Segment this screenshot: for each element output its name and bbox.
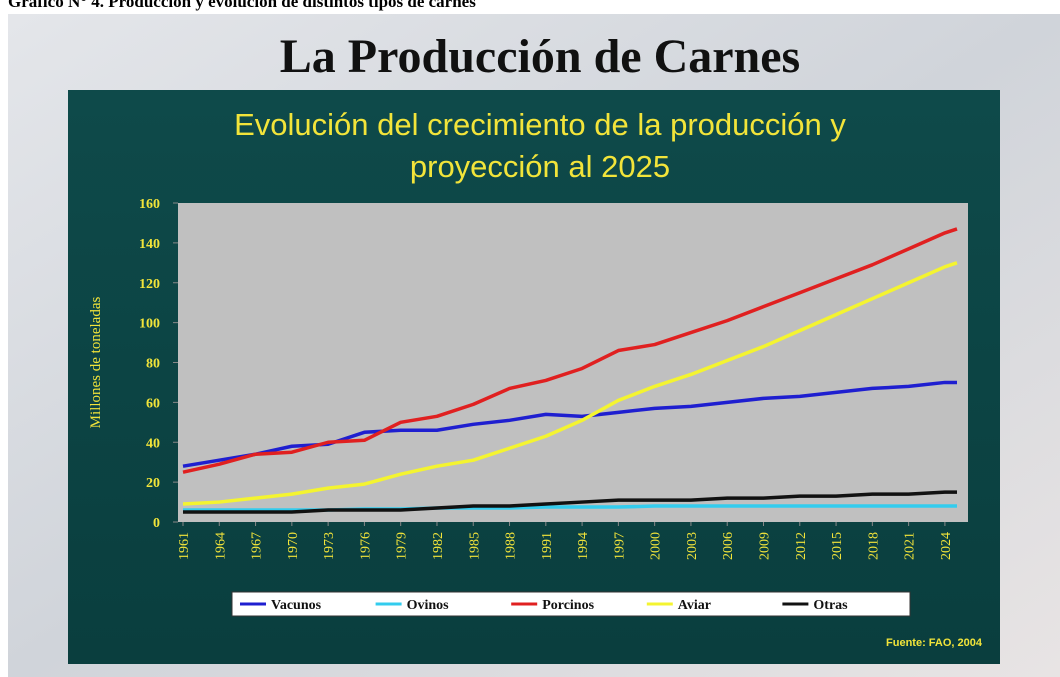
x-tick-label: 1976: [358, 532, 373, 560]
series-line: [182, 227, 958, 474]
x-tick-label: 2024: [939, 532, 954, 560]
legend-label: Otras: [813, 598, 848, 613]
y-tick-label: 60: [146, 396, 160, 411]
x-tick-label: 1970: [286, 532, 301, 560]
x-tick-label: 1982: [431, 532, 446, 560]
legend-label: Ovinos: [407, 598, 450, 613]
caption: Gráfico N° 4. Producción y evolución de …: [8, 0, 476, 11]
legend-label: Vacunos: [271, 598, 322, 613]
y-tick-label: 160: [139, 197, 160, 212]
y-tick-label: 120: [139, 277, 160, 292]
chart-title: proyección al 2025: [410, 149, 670, 184]
chart: Evolución del crecimiento de la producci…: [88, 107, 983, 649]
x-tick-label: 1967: [250, 532, 265, 560]
chart-title: Evolución del crecimiento de la producci…: [234, 107, 846, 142]
series-line: [182, 261, 958, 506]
y-axis-label: Millones de toneladas: [88, 297, 104, 429]
x-tick-label: 2021: [903, 532, 918, 560]
y-tick-label: 0: [153, 516, 160, 531]
plot-area: [178, 203, 968, 522]
x-tick-label: 2009: [758, 532, 773, 560]
y-tick-label: 140: [139, 237, 160, 252]
y-tick-label: 40: [146, 436, 160, 451]
x-tick-label: 1961: [177, 532, 192, 560]
slide-title: La Producción de Carnes: [280, 30, 800, 83]
y-tick-label: 80: [146, 357, 160, 372]
y-tick-label: 100: [139, 317, 160, 332]
x-tick-label: 1973: [322, 532, 337, 560]
x-tick-label: 2018: [866, 532, 881, 560]
x-tick-label: 2015: [830, 532, 845, 560]
x-tick-label: 2003: [685, 532, 700, 560]
legend-label: Porcinos: [542, 598, 594, 613]
x-tick-label: 2006: [721, 532, 736, 560]
x-tick-label: 1994: [576, 532, 591, 560]
x-tick-label: 2000: [649, 532, 664, 560]
x-tick-label: 1985: [467, 532, 482, 560]
x-tick-label: 1988: [504, 532, 519, 560]
series-line: [183, 490, 957, 514]
x-tick-label: 2012: [794, 532, 809, 560]
x-tick-label: 1991: [540, 532, 555, 560]
y-tick-label: 20: [146, 476, 160, 491]
x-tick-label: 1964: [213, 532, 228, 560]
x-tick-label: 1979: [395, 532, 410, 560]
source: Fuente: FAO, 2004: [886, 637, 983, 649]
x-tick-label: 1997: [612, 532, 627, 560]
legend-label: Aviar: [678, 598, 711, 613]
